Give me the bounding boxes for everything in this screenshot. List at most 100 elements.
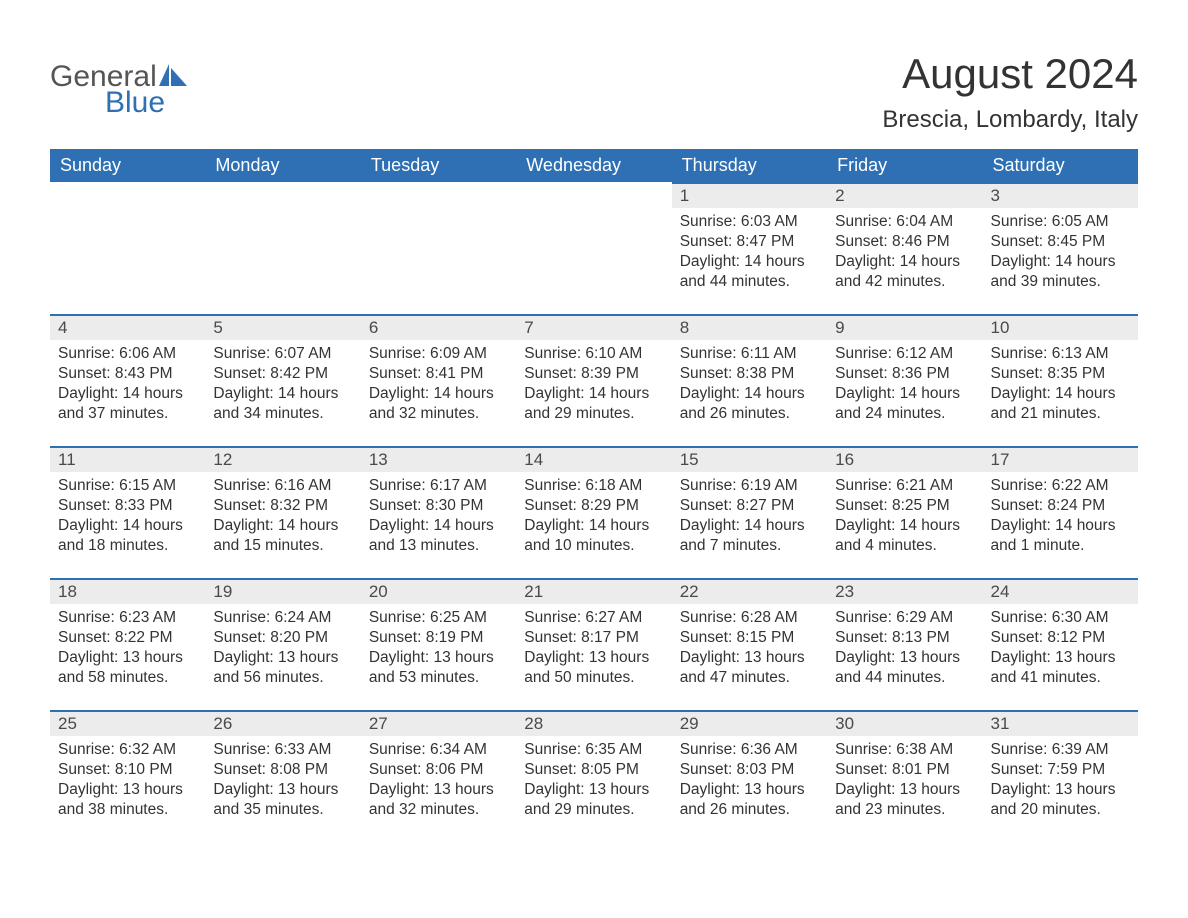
daylight-text: Daylight: 13 hours and 38 minutes. — [58, 780, 197, 820]
sunrise-text: Sunrise: 6:29 AM — [835, 608, 974, 628]
sunrise-text: Sunrise: 6:28 AM — [680, 608, 819, 628]
sunset-text: Sunset: 8:20 PM — [213, 628, 352, 648]
logo-blue: Blue — [105, 86, 165, 120]
day-details: Sunrise: 6:11 AMSunset: 8:38 PMDaylight:… — [672, 340, 827, 429]
sunset-text: Sunset: 8:30 PM — [369, 496, 508, 516]
day-number: 12 — [205, 446, 360, 472]
daylight-text: Daylight: 13 hours and 20 minutes. — [991, 780, 1130, 820]
day-details: Sunrise: 6:27 AMSunset: 8:17 PMDaylight:… — [516, 604, 671, 693]
daylight-text: Daylight: 14 hours and 26 minutes. — [680, 384, 819, 424]
day-number: 9 — [827, 314, 982, 340]
daylight-text: Daylight: 14 hours and 15 minutes. — [213, 516, 352, 556]
weekday-header: Friday — [827, 149, 982, 182]
calendar-day-cell: 27Sunrise: 6:34 AMSunset: 8:06 PMDayligh… — [361, 710, 516, 842]
sunrise-text: Sunrise: 6:07 AM — [213, 344, 352, 364]
day-details: Sunrise: 6:16 AMSunset: 8:32 PMDaylight:… — [205, 472, 360, 561]
daylight-text: Daylight: 14 hours and 1 minute. — [991, 516, 1130, 556]
day-details: Sunrise: 6:36 AMSunset: 8:03 PMDaylight:… — [672, 736, 827, 825]
weekday-header: Tuesday — [361, 149, 516, 182]
day-number: 25 — [50, 710, 205, 736]
title-block: August 2024 Brescia, Lombardy, Italy — [882, 50, 1138, 134]
sunset-text: Sunset: 8:08 PM — [213, 760, 352, 780]
sunset-text: Sunset: 8:13 PM — [835, 628, 974, 648]
calendar-week-row: 18Sunrise: 6:23 AMSunset: 8:22 PMDayligh… — [50, 578, 1138, 710]
day-number: 28 — [516, 710, 671, 736]
daylight-text: Daylight: 13 hours and 35 minutes. — [213, 780, 352, 820]
calendar-day-cell: 18Sunrise: 6:23 AMSunset: 8:22 PMDayligh… — [50, 578, 205, 710]
sunrise-text: Sunrise: 6:05 AM — [991, 212, 1130, 232]
daylight-text: Daylight: 14 hours and 4 minutes. — [835, 516, 974, 556]
sunset-text: Sunset: 8:47 PM — [680, 232, 819, 252]
calendar-day-cell: 31Sunrise: 6:39 AMSunset: 7:59 PMDayligh… — [983, 710, 1138, 842]
sunrise-text: Sunrise: 6:33 AM — [213, 740, 352, 760]
sunrise-text: Sunrise: 6:25 AM — [369, 608, 508, 628]
calendar-day-cell: 2Sunrise: 6:04 AMSunset: 8:46 PMDaylight… — [827, 182, 982, 314]
sunset-text: Sunset: 8:35 PM — [991, 364, 1130, 384]
calendar-day-cell: 11Sunrise: 6:15 AMSunset: 8:33 PMDayligh… — [50, 446, 205, 578]
calendar-day-cell: 10Sunrise: 6:13 AMSunset: 8:35 PMDayligh… — [983, 314, 1138, 446]
daylight-text: Daylight: 14 hours and 39 minutes. — [991, 252, 1130, 292]
sunrise-text: Sunrise: 6:13 AM — [991, 344, 1130, 364]
day-details: Sunrise: 6:32 AMSunset: 8:10 PMDaylight:… — [50, 736, 205, 825]
calendar-day-cell: 30Sunrise: 6:38 AMSunset: 8:01 PMDayligh… — [827, 710, 982, 842]
calendar-day-cell: 20Sunrise: 6:25 AMSunset: 8:19 PMDayligh… — [361, 578, 516, 710]
calendar-day-cell: 3Sunrise: 6:05 AMSunset: 8:45 PMDaylight… — [983, 182, 1138, 314]
header: General Blue August 2024 Brescia, Lombar… — [50, 50, 1138, 134]
sunset-text: Sunset: 8:25 PM — [835, 496, 974, 516]
daylight-text: Daylight: 14 hours and 10 minutes. — [524, 516, 663, 556]
day-details: Sunrise: 6:39 AMSunset: 7:59 PMDaylight:… — [983, 736, 1138, 825]
daylight-text: Daylight: 13 hours and 53 minutes. — [369, 648, 508, 688]
daylight-text: Daylight: 13 hours and 32 minutes. — [369, 780, 508, 820]
calendar-day-cell: 5Sunrise: 6:07 AMSunset: 8:42 PMDaylight… — [205, 314, 360, 446]
calendar-day-cell: 29Sunrise: 6:36 AMSunset: 8:03 PMDayligh… — [672, 710, 827, 842]
month-year: August 2024 — [882, 50, 1138, 98]
daylight-text: Daylight: 13 hours and 41 minutes. — [991, 648, 1130, 688]
sunset-text: Sunset: 8:32 PM — [213, 496, 352, 516]
day-details: Sunrise: 6:07 AMSunset: 8:42 PMDaylight:… — [205, 340, 360, 429]
day-details: Sunrise: 6:38 AMSunset: 8:01 PMDaylight:… — [827, 736, 982, 825]
calendar-day-cell: 6Sunrise: 6:09 AMSunset: 8:41 PMDaylight… — [361, 314, 516, 446]
sunset-text: Sunset: 8:46 PM — [835, 232, 974, 252]
calendar-day-cell: 26Sunrise: 6:33 AMSunset: 8:08 PMDayligh… — [205, 710, 360, 842]
sunset-text: Sunset: 8:24 PM — [991, 496, 1130, 516]
daylight-text: Daylight: 13 hours and 44 minutes. — [835, 648, 974, 688]
day-number: 18 — [50, 578, 205, 604]
day-number: 27 — [361, 710, 516, 736]
sunrise-text: Sunrise: 6:22 AM — [991, 476, 1130, 496]
daylight-text: Daylight: 14 hours and 7 minutes. — [680, 516, 819, 556]
day-details: Sunrise: 6:12 AMSunset: 8:36 PMDaylight:… — [827, 340, 982, 429]
day-number: 21 — [516, 578, 671, 604]
calendar-day-cell: 4Sunrise: 6:06 AMSunset: 8:43 PMDaylight… — [50, 314, 205, 446]
day-number: 8 — [672, 314, 827, 340]
day-number: 10 — [983, 314, 1138, 340]
day-number: 13 — [361, 446, 516, 472]
calendar-day-cell: 22Sunrise: 6:28 AMSunset: 8:15 PMDayligh… — [672, 578, 827, 710]
calendar-day-cell: 24Sunrise: 6:30 AMSunset: 8:12 PMDayligh… — [983, 578, 1138, 710]
calendar-week-row: 25Sunrise: 6:32 AMSunset: 8:10 PMDayligh… — [50, 710, 1138, 842]
sunset-text: Sunset: 8:43 PM — [58, 364, 197, 384]
sunrise-text: Sunrise: 6:04 AM — [835, 212, 974, 232]
day-details: Sunrise: 6:13 AMSunset: 8:35 PMDaylight:… — [983, 340, 1138, 429]
sunrise-text: Sunrise: 6:03 AM — [680, 212, 819, 232]
calendar-day-cell: 16Sunrise: 6:21 AMSunset: 8:25 PMDayligh… — [827, 446, 982, 578]
daylight-text: Daylight: 13 hours and 26 minutes. — [680, 780, 819, 820]
sunrise-text: Sunrise: 6:36 AM — [680, 740, 819, 760]
sunrise-text: Sunrise: 6:23 AM — [58, 608, 197, 628]
day-details: Sunrise: 6:17 AMSunset: 8:30 PMDaylight:… — [361, 472, 516, 561]
sunset-text: Sunset: 8:06 PM — [369, 760, 508, 780]
day-details: Sunrise: 6:18 AMSunset: 8:29 PMDaylight:… — [516, 472, 671, 561]
day-number: 5 — [205, 314, 360, 340]
day-details: Sunrise: 6:04 AMSunset: 8:46 PMDaylight:… — [827, 208, 982, 297]
sunset-text: Sunset: 8:17 PM — [524, 628, 663, 648]
day-details: Sunrise: 6:24 AMSunset: 8:20 PMDaylight:… — [205, 604, 360, 693]
calendar-day-cell: 8Sunrise: 6:11 AMSunset: 8:38 PMDaylight… — [672, 314, 827, 446]
daylight-text: Daylight: 13 hours and 50 minutes. — [524, 648, 663, 688]
weekday-header: Monday — [205, 149, 360, 182]
day-number: 29 — [672, 710, 827, 736]
sunrise-text: Sunrise: 6:09 AM — [369, 344, 508, 364]
day-details: Sunrise: 6:19 AMSunset: 8:27 PMDaylight:… — [672, 472, 827, 561]
day-number: 11 — [50, 446, 205, 472]
sunrise-text: Sunrise: 6:18 AM — [524, 476, 663, 496]
calendar-week-row: 4Sunrise: 6:06 AMSunset: 8:43 PMDaylight… — [50, 314, 1138, 446]
sunset-text: Sunset: 8:12 PM — [991, 628, 1130, 648]
